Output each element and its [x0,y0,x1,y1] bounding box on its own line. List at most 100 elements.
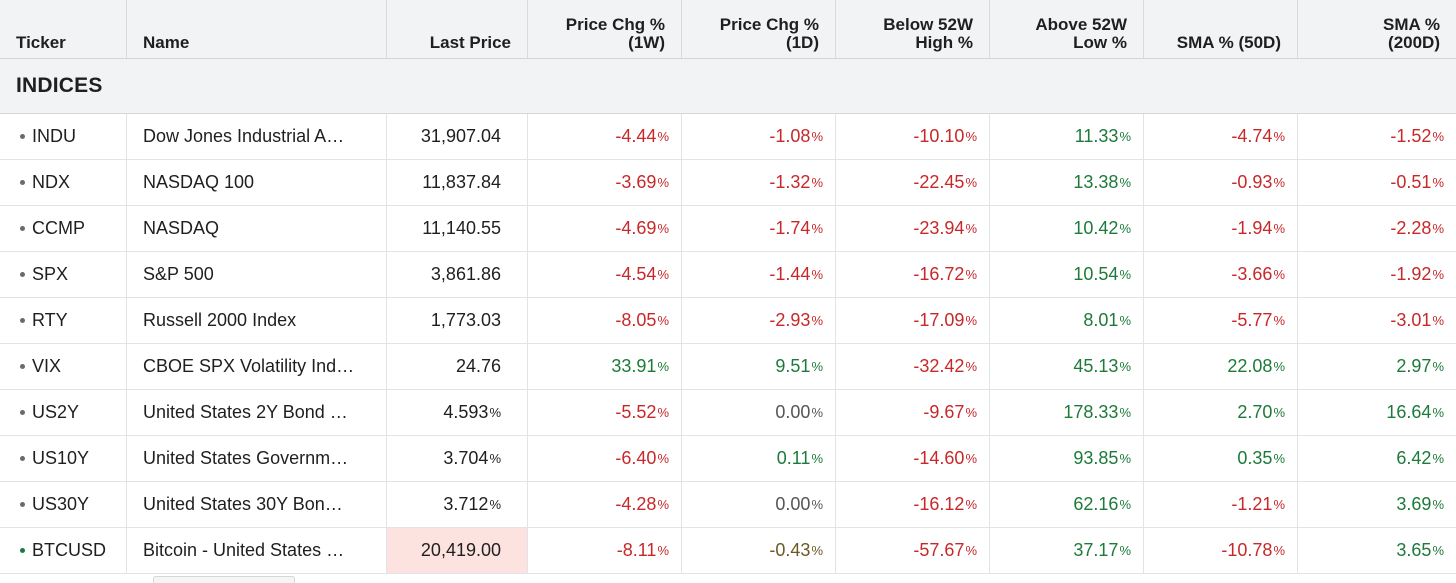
table-row[interactable]: US30Y United States 30Y Bon… 3.712% -4.28% 0… [0,482,1456,528]
percent-sign: % [657,313,669,328]
table-row[interactable]: US2Y United States 2Y Bond … 4.593% -5.52% 0… [0,390,1456,436]
table-row[interactable]: BTCUSD Bitcoin - United States … 20,419.00… [0,528,1456,574]
cell-below-52w-high: -10.10% [836,114,990,159]
ticker-symbol[interactable]: CCMP [32,218,85,238]
cell-above-52w-low: 13.38% [990,160,1144,205]
cell-price-chg-1d: -1.74% [682,206,836,251]
cell-ticker[interactable]: SPX [0,252,127,297]
sma-200d-value: -2.28 [1390,218,1432,238]
cell-ticker[interactable]: US30Y [0,482,127,527]
percent-sign: % [1119,267,1131,282]
column-header-sma-200d[interactable]: SMA % (200D) [1383,15,1440,52]
below-52w-high-value: -22.45 [913,172,965,192]
ticker-symbol[interactable]: NDX [32,172,71,192]
above-52w-low-value: 10.42 [1073,218,1119,238]
cell-below-52w-high: -16.12% [836,482,990,527]
cell-price-chg-1w: -3.69% [528,160,682,205]
instrument-name: United States Governm… [143,448,349,468]
cell-ticker[interactable]: NDX [0,160,127,205]
cell-last-price: 1,773.03 [387,298,528,343]
cell-name: NASDAQ [127,206,387,251]
above-52w-low-value: 93.85 [1073,448,1119,468]
ticker-symbol[interactable]: INDU [32,126,76,146]
column-header-price-chg-1w[interactable]: Price Chg % (1W) [528,0,682,58]
ticker-symbol[interactable]: BTCUSD [32,540,107,560]
cell-price-chg-1d: -1.08% [682,114,836,159]
percent-sign: % [1273,497,1285,512]
column-header-last-price[interactable]: Last Price [387,0,528,58]
column-header-above-52w-low[interactable]: Above 52W Low % [990,0,1144,58]
sma-200d-value: 3.65 [1396,540,1432,560]
column-header-ticker[interactable]: Ticker [0,0,127,58]
table-row[interactable]: RTY Russell 2000 Index 1,773.03 -8.05% -2.93… [0,298,1456,344]
above-52w-low-value: 45.13 [1073,356,1119,376]
ticker-symbol[interactable]: VIX [32,356,62,376]
last-price-value: 4.593 [443,402,489,422]
cell-price-chg-1d: 0.00% [682,390,836,435]
price-chg-1w-value: -8.05 [615,310,657,330]
percent-sign: % [1119,497,1131,512]
cell-sma-50d: -3.66% [1144,252,1298,297]
table-row[interactable]: NDX NASDAQ 100 11,837.84 -3.69% -1.32% -22.45… [0,160,1456,206]
percent-sign: % [1273,359,1285,374]
cell-price-chg-1w: -4.28% [528,482,682,527]
percent-sign: % [1119,543,1131,558]
cell-ticker[interactable]: BTCUSD [0,528,127,573]
percent-sign: % [1432,497,1444,512]
percent-sign: % [1119,221,1131,236]
column-header-sma-50d[interactable]: SMA % (50D) [1144,0,1298,58]
cell-sma-50d: 0.35% [1144,436,1298,481]
cell-ticker[interactable]: INDU [0,114,127,159]
cell-sma-200d: 2.97% [1298,344,1456,389]
scrollbar-stub[interactable] [153,576,295,583]
price-chg-1w-value: -6.40 [615,448,657,468]
cell-ticker[interactable]: RTY [0,298,127,343]
cell-price-chg-1w: -8.05% [528,298,682,343]
below-52w-high-value: -17.09 [913,310,965,330]
status-dot-icon [20,226,25,231]
status-dot-icon [20,134,25,139]
cell-price-chg-1d: -2.93% [682,298,836,343]
table-row[interactable]: VIX CBOE SPX Volatility Ind… 24.76 33.91% 9.… [0,344,1456,390]
percent-sign: % [1273,543,1285,558]
cell-ticker[interactable]: CCMP [0,206,127,251]
percent-sign: % [1119,405,1131,420]
cell-name: NASDAQ 100 [127,160,387,205]
table-row[interactable]: CCMP NASDAQ 11,140.55 -4.69% -1.74% -23.94% 10… [0,206,1456,252]
last-price-value: 11,140.55 [422,218,501,238]
percent-sign: % [657,359,669,374]
cell-last-price: 3.712% [387,482,528,527]
below-52w-high-value: -57.67 [913,540,965,560]
ticker-symbol[interactable]: US30Y [32,494,90,514]
cell-price-chg-1d: 0.00% [682,482,836,527]
cell-ticker[interactable]: VIX [0,344,127,389]
percent-sign: % [1273,313,1285,328]
ticker-symbol[interactable]: SPX [32,264,69,284]
table-row[interactable]: SPX S&P 500 3,861.86 -4.54% -1.44% -16.72% 10.… [0,252,1456,298]
ticker-symbol[interactable]: US2Y [32,402,80,422]
status-dot-icon [20,180,25,185]
cell-name: Dow Jones Industrial A… [127,114,387,159]
column-header-price-chg-1d[interactable]: Price Chg % (1D) [682,0,836,58]
table-row[interactable]: INDU Dow Jones Industrial A… 31,907.04 -4.4… [0,114,1456,160]
cell-name: United States 30Y Bon… [127,482,387,527]
sma-50d-value: 22.08 [1227,356,1273,376]
cell-last-price: 31,907.04 [387,114,528,159]
ticker-symbol[interactable]: RTY [32,310,68,330]
percent-sign: % [811,451,823,466]
ticker-symbol[interactable]: US10Y [32,448,90,468]
cell-price-chg-1d: 0.11% [682,436,836,481]
cell-price-chg-1w: -4.69% [528,206,682,251]
percent-sign: % [965,175,977,190]
cell-ticker[interactable]: US2Y [0,390,127,435]
instrument-name: CBOE SPX Volatility Ind… [143,356,355,376]
status-dot-icon [20,410,25,415]
percent-sign: % [657,175,669,190]
column-header-below-52w-high[interactable]: Below 52W High % [836,0,990,58]
table-row[interactable]: US10Y United States Governm… 3.704% -6.40% 0… [0,436,1456,482]
sma-50d-value: 0.35 [1237,448,1273,468]
column-header-name[interactable]: Name [127,0,387,58]
cell-sma-50d: 22.08% [1144,344,1298,389]
cell-sma-50d: -10.78% [1144,528,1298,573]
cell-ticker[interactable]: US10Y [0,436,127,481]
